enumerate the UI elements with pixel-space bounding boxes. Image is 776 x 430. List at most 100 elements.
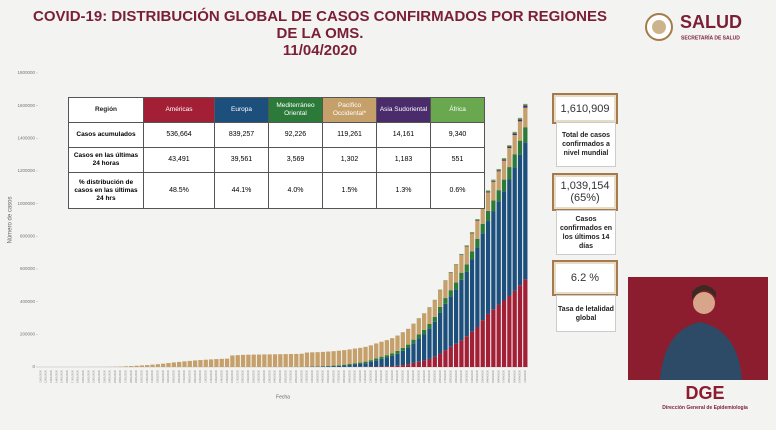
bar-segment — [390, 338, 395, 354]
bar-segment — [406, 329, 411, 345]
x-tick-label: 26/03/2020 — [438, 369, 442, 383]
bar-segment — [358, 363, 363, 367]
bar-segment — [400, 332, 405, 348]
bar-segment — [512, 167, 517, 291]
bar-segment — [342, 364, 347, 366]
x-tick-label: 24/01/2020 — [108, 369, 112, 383]
bar-segment — [379, 358, 384, 367]
bar-segment — [485, 210, 491, 222]
bar-segment — [262, 354, 267, 367]
bar-segment — [256, 354, 262, 367]
x-tick-label: 20/03/2020 — [406, 369, 410, 383]
bar-segment — [517, 121, 523, 141]
bar-segment — [331, 366, 336, 367]
bar-segment — [480, 223, 485, 234]
bar-segment — [187, 360, 192, 367]
bar-segment — [400, 347, 405, 351]
bar-segment — [230, 355, 235, 367]
bar-segment — [283, 354, 288, 367]
table-row: Casos acumulados 536,664 839,257 92,226 119,… — [68, 122, 485, 148]
bar-segment — [523, 127, 528, 143]
x-tick-label: 05/03/2020 — [326, 369, 330, 383]
table-cell: 1,302 — [322, 147, 377, 173]
bar-segment — [469, 232, 475, 233]
bar-segment — [464, 264, 469, 272]
x-tick-label: 12/03/2020 — [363, 369, 367, 383]
x-tick-label: 19/02/2020 — [246, 369, 250, 383]
logo: SALUD — [680, 12, 742, 32]
bar-segment — [336, 350, 342, 366]
bar-segment — [379, 366, 384, 367]
x-tick-label: 16/03/2020 — [385, 369, 389, 383]
bar-segment — [166, 363, 171, 367]
bar-segment — [379, 356, 384, 359]
bar-segment — [161, 363, 166, 367]
bar-segment — [347, 349, 352, 365]
x-tick-label: 23/01/2020 — [102, 369, 106, 383]
y-tick-label: 1200000 — [17, 168, 35, 173]
table-header: Región Américas Europa Mediterráneo Orienta… — [68, 97, 485, 123]
bar-segment — [198, 360, 203, 367]
bar-segment — [171, 362, 176, 367]
x-tick-label: 14/02/2020 — [219, 369, 223, 383]
bar-segment — [485, 221, 491, 314]
bar-segment — [496, 304, 501, 367]
header-cell: Américas — [143, 97, 215, 123]
bar-segment — [459, 272, 464, 280]
bar-segment — [523, 107, 528, 128]
header-cell: África — [430, 97, 485, 123]
bar-segment — [507, 167, 512, 180]
y-axis-label: Número de casos — [8, 196, 14, 243]
bar-segment — [384, 340, 389, 356]
x-tick-label: 21/02/2020 — [257, 369, 261, 383]
y-tick-label: 400000 — [20, 299, 36, 304]
x-tick-label: 06/03/2020 — [331, 369, 335, 383]
bar-segment — [469, 251, 475, 260]
x-tick-label: 14/01/2020 — [54, 369, 58, 383]
table-cell: 1,183 — [376, 147, 431, 173]
x-tick-label: 28/01/2020 — [129, 369, 133, 383]
bar-segment — [507, 146, 512, 149]
bar-segment — [427, 307, 432, 324]
bar-segment — [432, 300, 437, 317]
bar-segment — [326, 366, 331, 367]
bar-segment — [155, 364, 160, 367]
y-tick-label: 1600000 — [17, 103, 35, 108]
bar-segment — [453, 265, 459, 283]
interpreter — [660, 322, 742, 380]
bar-segment — [501, 159, 507, 161]
bar-segment — [411, 339, 416, 344]
x-tick-label: 25/03/2020 — [432, 369, 436, 383]
bar-segment — [288, 354, 294, 367]
bar-segment — [374, 360, 379, 367]
bar-segment — [251, 354, 256, 367]
x-tick-label: 18/02/2020 — [241, 369, 245, 383]
interpreter — [692, 285, 716, 300]
bar-segment — [459, 254, 464, 273]
table-cell: 9,340 — [430, 122, 485, 148]
x-tick-label: 09/03/2020 — [347, 369, 351, 383]
dge-logo: DGE — [685, 383, 724, 403]
bar-segment — [517, 140, 523, 155]
bar-segment — [134, 365, 139, 367]
table-cell: 92,226 — [268, 122, 323, 148]
bar-segment — [374, 358, 379, 361]
table-cell: 3,569 — [268, 147, 323, 173]
bar-segment — [459, 253, 464, 255]
x-tick-label: 11/02/2020 — [203, 369, 207, 382]
x-tick-label: 28/03/2020 — [448, 369, 452, 383]
bar-segment — [517, 119, 523, 122]
bar-segment — [475, 219, 480, 220]
x-tick-label: 21/01/2020 — [92, 369, 96, 383]
table-cell: 39,561 — [214, 147, 269, 173]
bar-segment — [480, 233, 485, 321]
bar-segment — [379, 341, 384, 357]
header-cell: Asia Sudoriental — [376, 97, 431, 123]
bar-segment — [469, 259, 475, 332]
bar-segment — [384, 366, 389, 367]
bar-segment — [517, 154, 523, 286]
bar-segment — [363, 361, 368, 364]
bar-segment — [517, 117, 523, 120]
x-tick-label: 18/01/2020 — [76, 369, 80, 383]
bar-segment — [358, 362, 363, 364]
